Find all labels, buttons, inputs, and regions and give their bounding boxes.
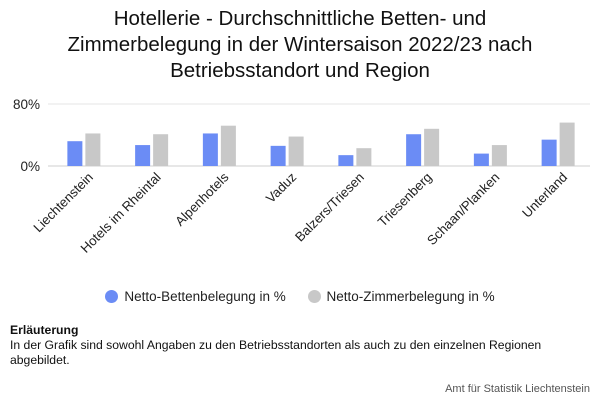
legend-item-zimmerbelegung[interactable]: Netto-Zimmerbelegung in % <box>307 289 495 304</box>
x-tick-label: Vaduz <box>263 170 299 206</box>
bar-zimmerbelegung <box>220 125 236 166</box>
legend-swatch-blue <box>105 290 119 303</box>
x-tick-label: Liechtenstein <box>30 170 96 236</box>
x-tick-label: Unterland <box>519 170 570 221</box>
source-credit: Amt für Statistik Liechtenstein <box>445 383 590 395</box>
legend-swatch-grey <box>307 290 321 303</box>
explanation-note: Erläuterung In der Grafik sind sowohl An… <box>10 323 595 368</box>
bar-zimmerbelegung <box>153 134 169 166</box>
bar-bettenbelegung <box>135 145 151 166</box>
note-heading: Erläuterung <box>10 323 79 337</box>
chart-title-line: Zimmerbelegung in der Wintersaison 2022/… <box>67 33 533 56</box>
bar-zimmerbelegung <box>288 136 304 166</box>
bar-bettenbelegung <box>406 134 422 166</box>
note-text: In der Grafik sind sowohl Angaben zu den… <box>10 338 542 367</box>
chart-title-line: Hotellerie - Durchschnittliche Betten- u… <box>113 7 487 30</box>
x-tick-label: Triesenberg <box>375 170 435 230</box>
chart-title-line: Betriebsstandort und Region <box>170 59 430 82</box>
x-tick-label: Schaan/Planken <box>424 170 503 249</box>
bar-bettenbelegung <box>202 133 218 166</box>
bar-bettenbelegung <box>541 139 557 166</box>
bar-zimmerbelegung <box>85 133 101 166</box>
bar-bettenbelegung <box>67 141 83 166</box>
bar-zimmerbelegung <box>559 122 575 166</box>
chart-legend: Netto-Bettenbelegung in % Netto-Zimmerbe… <box>0 289 600 306</box>
x-tick-label: Balzers/Triesen <box>292 170 367 245</box>
legend-label: Netto-Zimmerbelegung in % <box>326 289 495 304</box>
x-tick-label: Alpenhotels <box>172 169 232 229</box>
bar-bettenbelegung <box>270 145 286 166</box>
legend-item-bettenbelegung[interactable]: Netto-Bettenbelegung in % <box>105 289 286 304</box>
bar-zimmerbelegung <box>356 148 372 166</box>
bar-bettenbelegung <box>473 153 489 166</box>
y-tick-label: 80% <box>13 97 40 112</box>
bar-zimmerbelegung <box>491 145 507 166</box>
y-tick-label: 0% <box>20 159 40 174</box>
bar-bettenbelegung <box>338 155 354 166</box>
chart-title: Hotellerie - Durchschnittliche Betten- u… <box>0 6 600 84</box>
bar-zimmerbelegung <box>424 128 440 166</box>
legend-label: Netto-Bettenbelegung in % <box>124 289 286 304</box>
